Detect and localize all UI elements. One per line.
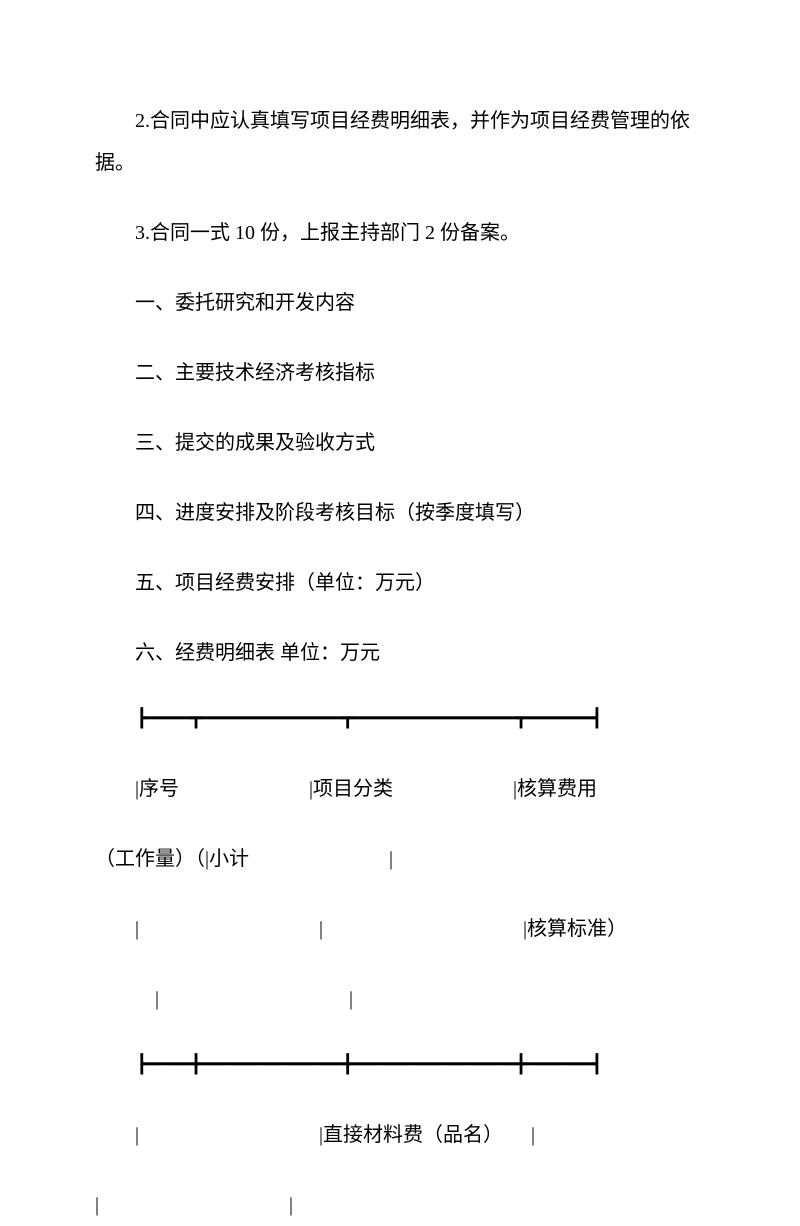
col-cost: |核算费用 bbox=[513, 778, 597, 800]
row-pipe3: | bbox=[95, 1194, 99, 1216]
section-5: 五、项目经费安排（单位：万元） bbox=[95, 562, 705, 604]
table-header-row-1b: （工作量）（|小计 | bbox=[95, 838, 705, 880]
col-standard: |核算标准） bbox=[523, 918, 627, 940]
table-data-row-1: | |直接材料费（品名） | bbox=[95, 1114, 705, 1156]
section-6: 六、经费明细表 单位：万元 bbox=[95, 632, 705, 674]
col-serial: |序号 bbox=[135, 778, 179, 800]
table-divider-mid: ┣━━━━╋━━━━━━━━━━━━━╋━━━━━━━━━━━━━━━╋━━━━… bbox=[95, 1048, 705, 1086]
table-divider-top: ┣━━━━┳━━━━━━━━━━━━━┳━━━━━━━━━━━━━━━┳━━━━… bbox=[95, 702, 705, 740]
paragraph-2: 2.合同中应认真填写项目经费明细表，并作为项目经费管理的依据。 bbox=[95, 100, 705, 184]
table-header-row-1: |序号 |项目分类 |核算费用 bbox=[95, 768, 705, 810]
section-1: 一、委托研究和开发内容 bbox=[95, 282, 705, 324]
col-pipe2: | bbox=[319, 918, 323, 940]
section-3: 三、提交的成果及验收方式 bbox=[95, 422, 705, 464]
section-4: 四、进度安排及阶段考核目标（按季度填写） bbox=[95, 492, 705, 534]
row-pipe2: | bbox=[531, 1124, 535, 1146]
table-data-row-1b: || bbox=[95, 1184, 705, 1226]
row-pipe1: | bbox=[135, 1124, 139, 1146]
table-header-row-2b: || bbox=[95, 978, 705, 1020]
col-pipe3: | bbox=[155, 988, 159, 1010]
row-pipe4: | bbox=[289, 1194, 293, 1216]
section-2: 二、主要技术经济考核指标 bbox=[95, 352, 705, 394]
col-category: |项目分类 bbox=[309, 778, 393, 800]
col-pipe4: | bbox=[349, 988, 353, 1010]
row-material: |直接材料费（品名） bbox=[319, 1124, 503, 1146]
table-header-row-2: | | |核算标准） bbox=[95, 908, 705, 950]
col-workload: （工作量）（|小计 bbox=[95, 848, 249, 870]
document-page: 2.合同中应认真填写项目经费明细表，并作为项目经费管理的依据。 3.合同一式 1… bbox=[95, 100, 705, 1226]
col-pipe1: | bbox=[135, 918, 139, 940]
col-end: | bbox=[389, 848, 393, 870]
paragraph-3: 3.合同一式 10 份，上报主持部门 2 份备案。 bbox=[95, 212, 705, 254]
